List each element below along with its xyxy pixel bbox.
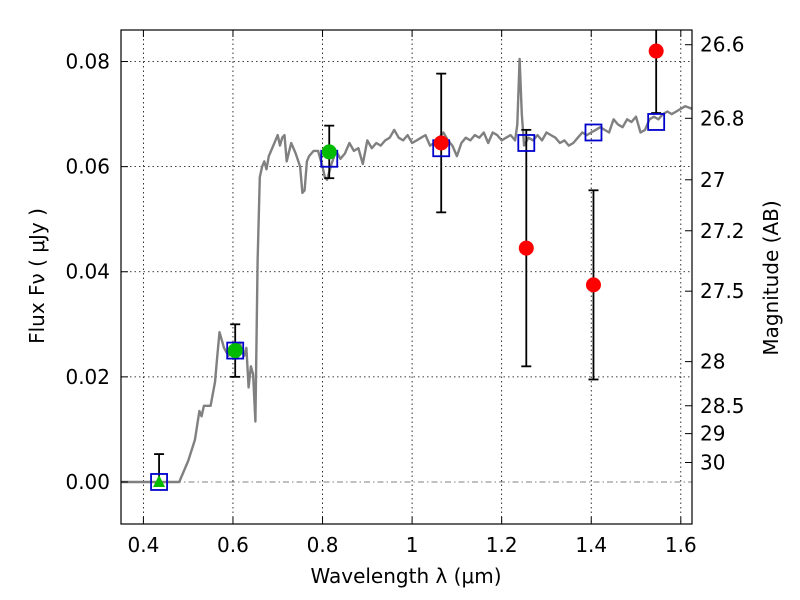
y-tick-label: 0.08: [65, 50, 110, 74]
y2-tick-label: 26.6: [700, 33, 745, 57]
y-tick-label: 0.06: [65, 155, 110, 179]
y2-tick-label: 27.2: [700, 219, 745, 243]
model-square-marker: [517, 134, 536, 152]
y-tick-label: 0.02: [65, 365, 110, 389]
y2-tick-label: 28: [700, 350, 725, 374]
model-square-marker: [584, 123, 603, 142]
photometry-point: [648, 43, 664, 59]
tick-marks: [121, 30, 692, 524]
y2-tick-label: 29: [700, 422, 725, 446]
spectrum-layer: [121, 57, 693, 484]
photometry-point: [433, 135, 449, 151]
model-square-marker: [226, 341, 245, 360]
upper-limit-triangle: [153, 474, 166, 487]
y-tick-label: 0.00: [65, 470, 110, 494]
y2-tick-label: 30: [700, 451, 725, 475]
y2-tick-label: 26.8: [700, 106, 745, 130]
model-square-marker: [647, 113, 666, 131]
x-tick-label: 0.8: [307, 533, 339, 557]
x-tick-label: 1.2: [486, 533, 518, 557]
y2-tick-label: 27.5: [700, 279, 745, 303]
model-square-marker: [150, 473, 168, 491]
y-axis-title: Flux Fν ( μJy ): [25, 208, 49, 344]
x-tick-labels: 0.4 0.6 0.8 1 1.2 1.4 1.6: [127, 533, 696, 557]
model-spectrum-line: [121, 57, 693, 484]
x-tick-label: 0.6: [217, 533, 249, 557]
photometry-point: [227, 343, 243, 359]
marker-layer: [150, 43, 666, 491]
photometry-point: [585, 277, 601, 293]
x-tick-label: 1.4: [575, 533, 607, 557]
y2-axis-title: Magnitude (AB): [759, 200, 783, 355]
x-tick-label: 1: [406, 533, 419, 557]
y-tick-label: 0.04: [65, 260, 110, 284]
y2-tick-labels: 26.6 26.8 27 27.2 27.5 28 28.5 29 30: [700, 33, 745, 475]
x-axis-title: Wavelength λ (μm): [310, 564, 501, 588]
x-tick-label: 0.4: [127, 533, 159, 557]
photometry-point: [321, 144, 337, 160]
plot-frame: [120, 29, 693, 525]
y2-tick-label: 27: [700, 168, 725, 192]
y2-tick-label: 28.5: [700, 394, 745, 418]
photometry-point: [518, 240, 534, 256]
y-tick-labels: 0.00 0.02 0.04 0.06 0.08: [65, 50, 110, 494]
x-tick-label: 1.6: [665, 533, 697, 557]
